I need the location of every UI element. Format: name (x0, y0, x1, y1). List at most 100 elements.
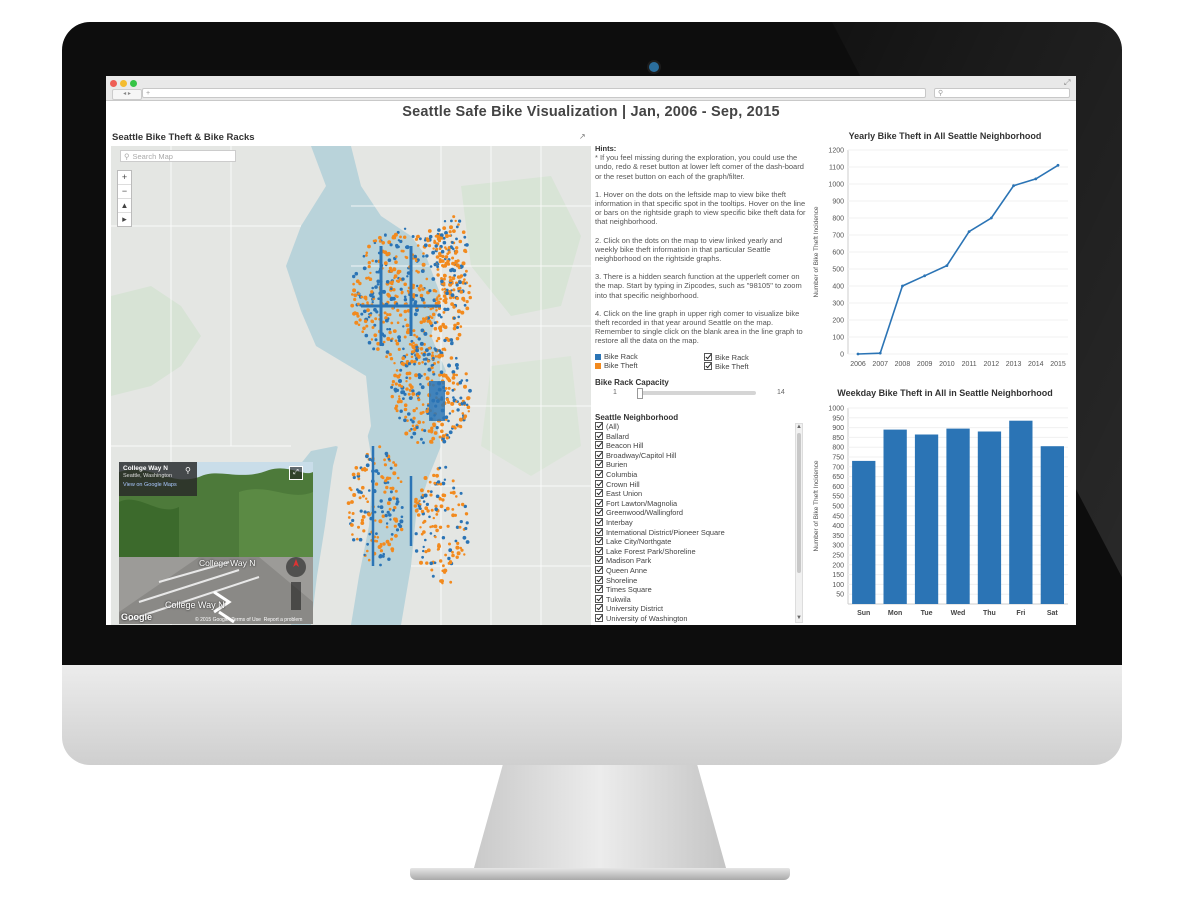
incident-dot[interactable] (451, 513, 455, 518)
incident-dot[interactable] (452, 486, 456, 490)
incident-dot[interactable] (455, 225, 459, 229)
incident-dot[interactable] (410, 339, 414, 343)
incident-dot[interactable] (354, 466, 359, 470)
neighborhood-item[interactable]: Lake Forest Park/Shoreline (595, 546, 800, 557)
incident-dot[interactable] (352, 288, 357, 293)
incident-dot[interactable] (443, 220, 447, 223)
incident-dot[interactable] (421, 428, 424, 432)
incident-dot[interactable] (399, 399, 403, 404)
incident-dot[interactable] (395, 369, 399, 372)
yearly-line-chart[interactable]: 0 100 200 300 400 500 600 700 800 900 1000 1100 1200… (806, 142, 1074, 374)
incident-dot[interactable] (385, 454, 389, 458)
incident-dot[interactable] (386, 313, 390, 317)
incident-dot[interactable] (348, 511, 351, 514)
incident-dot[interactable] (398, 313, 403, 317)
checkbox[interactable] (595, 450, 603, 459)
incident-dot[interactable] (371, 301, 374, 304)
incident-dot[interactable] (419, 284, 423, 288)
incident-dot[interactable] (434, 504, 438, 508)
incident-dot[interactable] (368, 277, 373, 281)
incident-dot[interactable] (438, 258, 442, 261)
incident-dot[interactable] (425, 376, 430, 381)
incident-dot[interactable] (435, 528, 439, 533)
incident-dot[interactable] (414, 237, 419, 241)
incident-dot[interactable] (376, 283, 380, 286)
incident-dot[interactable] (408, 383, 412, 387)
incident-dot[interactable] (433, 239, 436, 242)
incident-dot[interactable] (392, 471, 397, 476)
checkbox[interactable] (595, 422, 603, 430)
incident-dot[interactable] (417, 286, 421, 290)
checkbox[interactable] (595, 489, 603, 498)
incident-dot[interactable] (467, 291, 471, 295)
incident-dot[interactable] (451, 550, 454, 554)
incident-dot[interactable] (435, 297, 439, 301)
checkbox[interactable] (704, 362, 712, 370)
incident-dot[interactable] (383, 261, 388, 266)
incident-dot[interactable] (400, 515, 404, 519)
incident-dot[interactable] (425, 409, 429, 414)
incident-dot[interactable] (374, 469, 379, 473)
incident-dot[interactable] (467, 410, 470, 413)
incident-dot[interactable] (432, 473, 436, 478)
incident-dot[interactable] (379, 499, 383, 503)
incident-dot[interactable] (402, 347, 405, 351)
incident-dot[interactable] (434, 535, 437, 539)
scroll-thumb[interactable] (797, 433, 801, 573)
incident-dot[interactable] (362, 529, 366, 533)
neighborhood-item[interactable]: Queen Anne (595, 565, 800, 576)
incident-dot[interactable] (367, 265, 371, 269)
capacity-slider-track[interactable] (638, 391, 756, 395)
incident-dot[interactable] (417, 375, 422, 380)
incident-dot[interactable] (406, 275, 409, 278)
incident-dot[interactable] (408, 388, 412, 392)
checkbox[interactable] (595, 565, 603, 574)
incident-dot[interactable] (430, 354, 435, 358)
incident-dot[interactable] (462, 299, 466, 302)
incident-dot[interactable] (404, 415, 408, 419)
incident-dot[interactable] (451, 425, 455, 428)
incident-dot[interactable] (442, 373, 446, 376)
incident-dot[interactable] (381, 554, 385, 558)
incident-dot[interactable] (395, 279, 399, 283)
incident-dot[interactable] (455, 555, 459, 559)
zoom-out-button[interactable]: − (118, 185, 131, 199)
incident-dot[interactable] (365, 251, 369, 255)
incident-dot[interactable] (426, 319, 430, 323)
incident-dot[interactable] (432, 516, 435, 520)
incident-dot[interactable] (433, 321, 437, 325)
incident-dot[interactable] (437, 547, 440, 551)
neighborhood-item[interactable]: Ballard (595, 431, 800, 442)
fullscreen-icon[interactable]: ⤢ (1064, 78, 1071, 87)
incident-dot[interactable] (441, 481, 446, 486)
incident-dot[interactable] (398, 416, 401, 420)
checkbox[interactable] (595, 441, 603, 450)
incident-dot[interactable] (373, 510, 377, 514)
incident-dot[interactable] (375, 270, 379, 274)
incident-dot[interactable] (453, 316, 456, 320)
maximize-window-button[interactable] (130, 80, 137, 87)
incident-dot[interactable] (436, 268, 440, 271)
incident-dot[interactable] (451, 256, 455, 260)
incident-dot[interactable] (356, 314, 360, 318)
incident-dot[interactable] (464, 512, 469, 516)
incident-dot[interactable] (456, 321, 460, 326)
incident-dot[interactable] (457, 315, 461, 319)
incident-dot[interactable] (446, 377, 451, 381)
incident-dot[interactable] (438, 525, 443, 529)
incident-dot[interactable] (460, 310, 465, 315)
incident-dot[interactable] (382, 320, 385, 324)
incident-dot[interactable] (367, 244, 371, 249)
incident-dot[interactable] (423, 372, 427, 376)
incident-dot[interactable] (448, 412, 452, 415)
incident-dot[interactable] (464, 372, 468, 376)
incident-dot[interactable] (367, 340, 372, 345)
incident-dot[interactable] (415, 294, 419, 297)
incident-dot[interactable] (448, 548, 453, 553)
incident-dot[interactable] (394, 517, 398, 521)
incident-dot[interactable] (452, 229, 456, 233)
incident-dot[interactable] (363, 295, 368, 300)
incident-dot[interactable] (432, 370, 435, 374)
incident-dot[interactable] (430, 364, 434, 367)
incident-dot[interactable] (363, 466, 366, 470)
